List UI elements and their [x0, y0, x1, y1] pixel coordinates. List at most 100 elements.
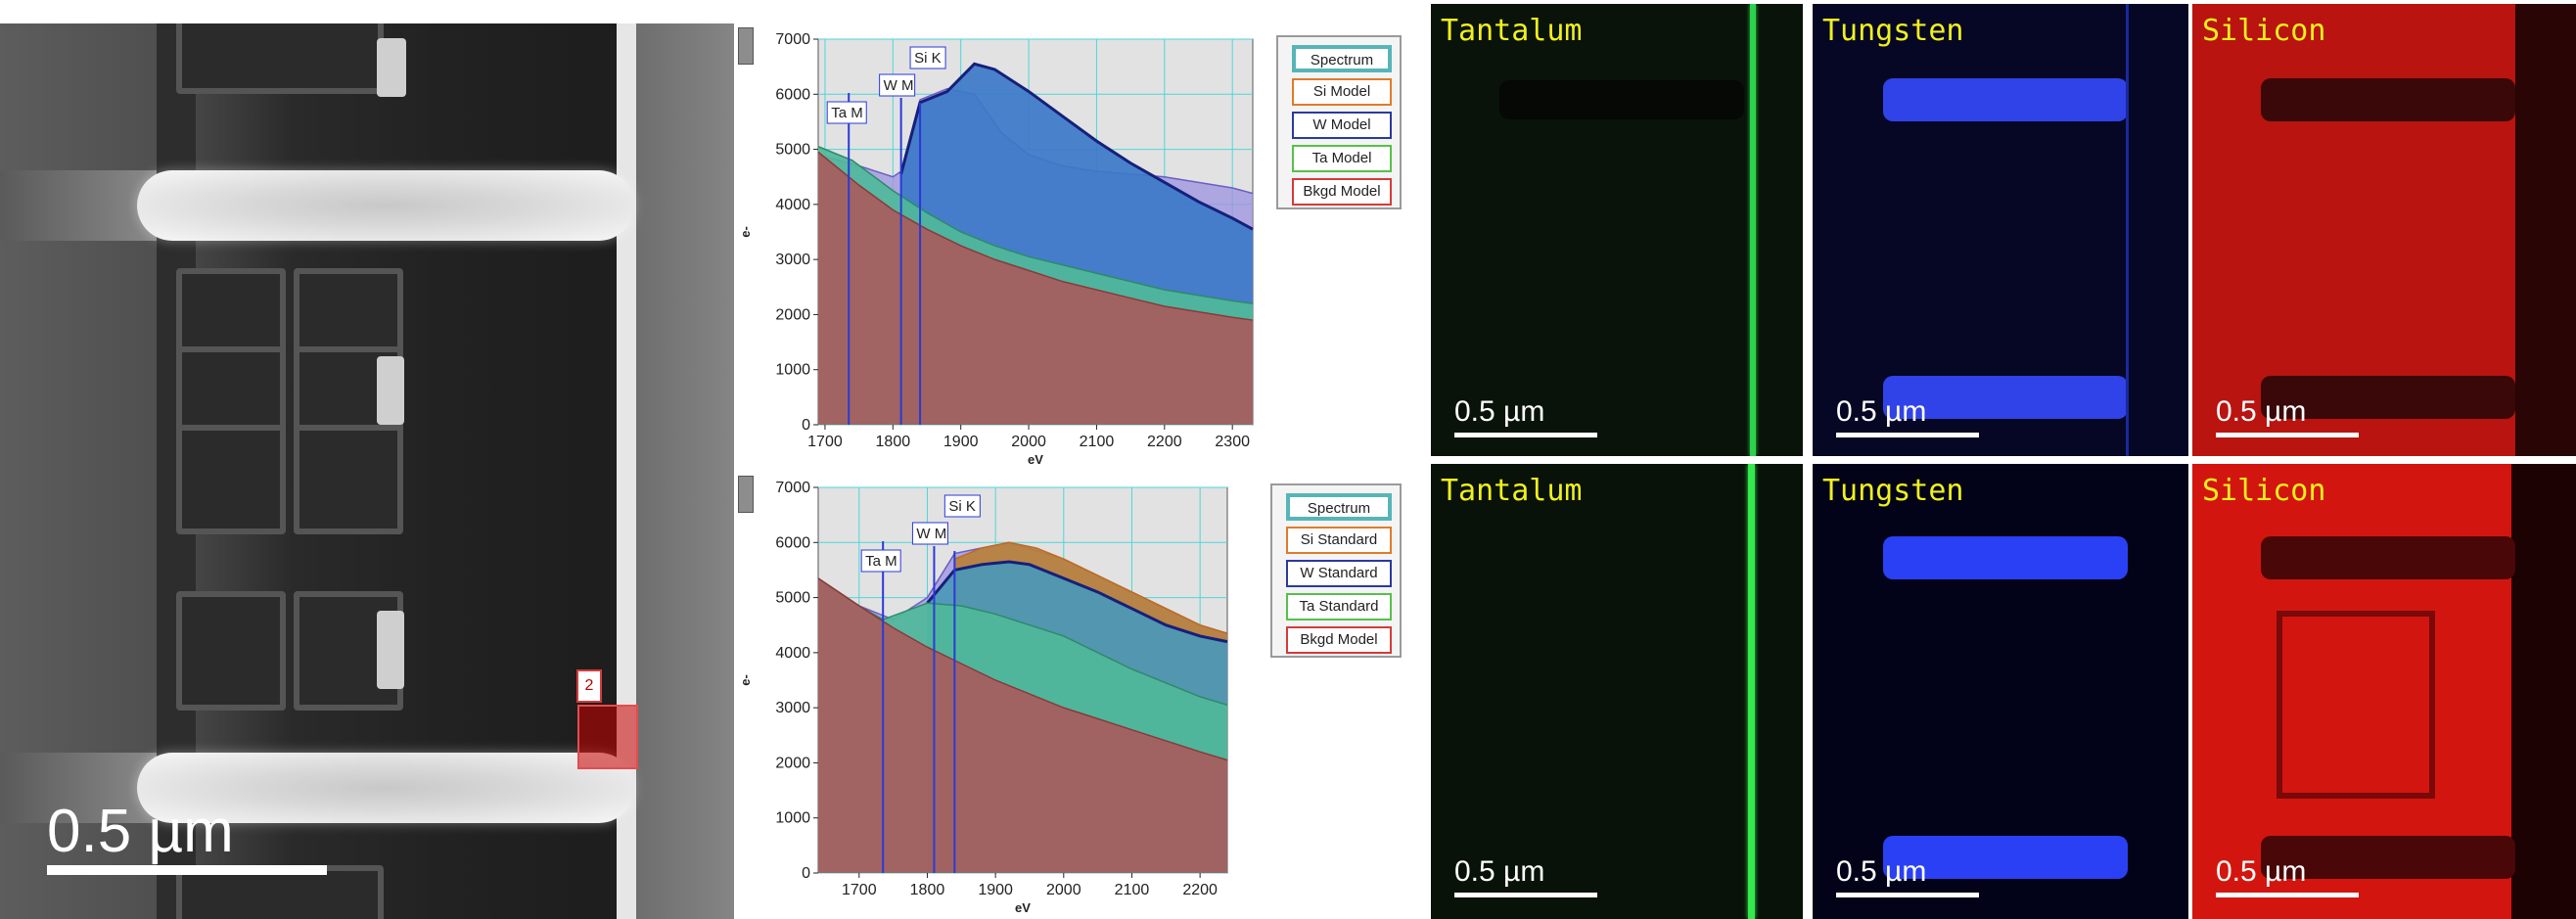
- sem-bright-bar: [137, 170, 634, 241]
- x-tick-label: 2000: [1046, 882, 1081, 898]
- map-scale-bar: [2216, 433, 2359, 437]
- y-tick-label: 0: [802, 417, 810, 434]
- map-dark-stripe: [2261, 536, 2515, 579]
- y-tick-label: 1000: [775, 810, 810, 827]
- legend-si-standard[interactable]: Si Standard: [1286, 527, 1392, 554]
- y-tick-label: 4000: [775, 197, 810, 213]
- spectrum-plot: Ta M W MSi K 1700 1800 1900 2000 2100 2200 0 1000…: [738, 480, 1228, 915]
- map-signal-stripe: [1883, 536, 2128, 579]
- peak-label: W M: [884, 77, 914, 94]
- map-scale-label: 0.5 µm: [1454, 395, 1545, 428]
- x-tick-label: 2200: [1182, 882, 1218, 898]
- map-scale-label: 0.5 µm: [1836, 855, 1927, 888]
- legend: Spectrum Si Standard W Standard Ta Stand…: [1270, 483, 1402, 658]
- legend-bkgd-model[interactable]: Bkgd Model: [1286, 626, 1392, 654]
- y-tick-label: 2000: [775, 755, 810, 771]
- map-title: Silicon: [2202, 14, 2326, 48]
- y-tick-label: 0: [802, 865, 810, 882]
- map-scale-bar: [1454, 893, 1597, 897]
- y-axis-label: e-: [738, 674, 753, 686]
- map-title: Silicon: [2202, 474, 2326, 508]
- map-silicon-top: Silicon 0.5 µm: [2192, 4, 2576, 456]
- series-line: [817, 151, 1254, 321]
- peak-label-box: [909, 46, 946, 69]
- map-dark-stripe: [1499, 80, 1744, 119]
- series-area: [818, 577, 1227, 873]
- map-signal-line: [1748, 464, 1755, 919]
- y-tick-label: 2000: [775, 306, 810, 323]
- series-line: [954, 541, 1228, 634]
- spectrum-chart-standard: Ta M W M Si K 1700 1800 1900 2000 2100 2200 0 1000…: [736, 472, 1402, 919]
- peak-label: Si K: [914, 50, 942, 67]
- map-signal-line: [2126, 4, 2129, 456]
- map-scale-bar: [2216, 893, 2359, 897]
- legend-ta-standard[interactable]: Ta Standard: [1286, 593, 1392, 620]
- map-title: Tantalum: [1441, 474, 1583, 508]
- map-tantalum-top: Tantalum 0.5 µm: [1431, 4, 1803, 456]
- sem-block: [176, 425, 286, 534]
- peak-label-box: [943, 494, 981, 518]
- y-tick-label: 6000: [775, 534, 810, 551]
- map-title: Tungsten: [1822, 14, 1964, 48]
- y-axis-label: e-: [738, 226, 753, 238]
- map-tungsten-bottom: Tungsten 0.5 µm: [1813, 464, 2188, 919]
- peak-label-box: [879, 73, 916, 97]
- map-dark-region: [2515, 4, 2576, 456]
- map-dark-stripe: [2261, 78, 2515, 121]
- sem-block: [176, 23, 384, 94]
- x-tick-label: 1700: [842, 882, 877, 898]
- map-title: Tantalum: [1441, 14, 1583, 48]
- sem-bright-bar: [137, 753, 634, 823]
- scroll-thumb[interactable]: [738, 27, 754, 65]
- map-title: Tungsten: [1822, 474, 1964, 508]
- x-tick-label: 2100: [1115, 882, 1150, 898]
- peak-label: Ta M: [831, 105, 863, 121]
- legend-ta-model[interactable]: Ta Model: [1292, 145, 1392, 172]
- sem-bar-shadow: [0, 170, 157, 241]
- map-scale-label: 0.5 µm: [2216, 855, 2307, 888]
- map-tantalum-bottom: Tantalum 0.5 µm: [1431, 464, 1803, 919]
- x-tick-label: 2100: [1080, 434, 1115, 450]
- peak-label-box: [911, 522, 948, 545]
- legend-spectrum[interactable]: Spectrum: [1292, 45, 1392, 72]
- legend-si-model[interactable]: Si Model: [1292, 78, 1392, 106]
- map-dark-stripe: [2261, 836, 2515, 879]
- series-line: [817, 577, 1228, 761]
- roi-box[interactable]: [577, 705, 638, 769]
- map-scale-label: 0.5 µm: [1836, 395, 1927, 428]
- series-area: [818, 152, 1253, 425]
- roi-label: 2: [576, 669, 602, 703]
- y-tick-label: 7000: [775, 31, 810, 48]
- map-signal-line: [1750, 4, 1756, 456]
- scroll-thumb[interactable]: [738, 476, 754, 513]
- sem-bar-shadow: [0, 753, 157, 823]
- y-tick-label: 3000: [775, 700, 810, 716]
- legend-w-standard[interactable]: W Standard: [1286, 560, 1392, 587]
- legend-bkgd-model[interactable]: Bkgd Model: [1292, 178, 1392, 206]
- x-tick-label: 1700: [807, 434, 843, 450]
- x-tick-label: 2200: [1147, 434, 1182, 450]
- x-tick-label: 1800: [876, 434, 911, 450]
- peak-label-box: [826, 101, 867, 124]
- scale-bar-label: 0.5 µm: [47, 798, 234, 865]
- map-dark-region: [2511, 464, 2576, 919]
- legend: Spectrum Si Model W Model Ta Model Bkgd …: [1276, 35, 1402, 209]
- map-signal-stripe: [1883, 376, 2128, 419]
- map-silicon-bottom: Silicon 0.5 µm: [2192, 464, 2576, 919]
- x-tick-label: 2300: [1215, 434, 1250, 450]
- legend-w-model[interactable]: W Model: [1292, 112, 1392, 139]
- scale-bar: [47, 865, 327, 875]
- legend-spectrum[interactable]: Spectrum: [1286, 493, 1392, 521]
- y-tick-label: 4000: [775, 645, 810, 662]
- spectrum-chart-model: Ta M W M Si K 1700 1800 1900 2000 2100 2200 2300 0…: [736, 23, 1402, 472]
- map-signal-stripe: [1883, 836, 2128, 879]
- sem-bright-column: [617, 23, 636, 919]
- sem-gray-column: [636, 23, 734, 919]
- series-line: [926, 560, 1228, 644]
- y-tick-label: 1000: [775, 362, 810, 379]
- map-grid-pattern: [2277, 611, 2435, 799]
- map-tungsten-top: Tungsten 0.5 µm: [1813, 4, 2188, 456]
- x-tick-label: 1800: [910, 882, 945, 898]
- peak-label-box: [860, 549, 901, 573]
- sem-bright-patch: [377, 38, 406, 97]
